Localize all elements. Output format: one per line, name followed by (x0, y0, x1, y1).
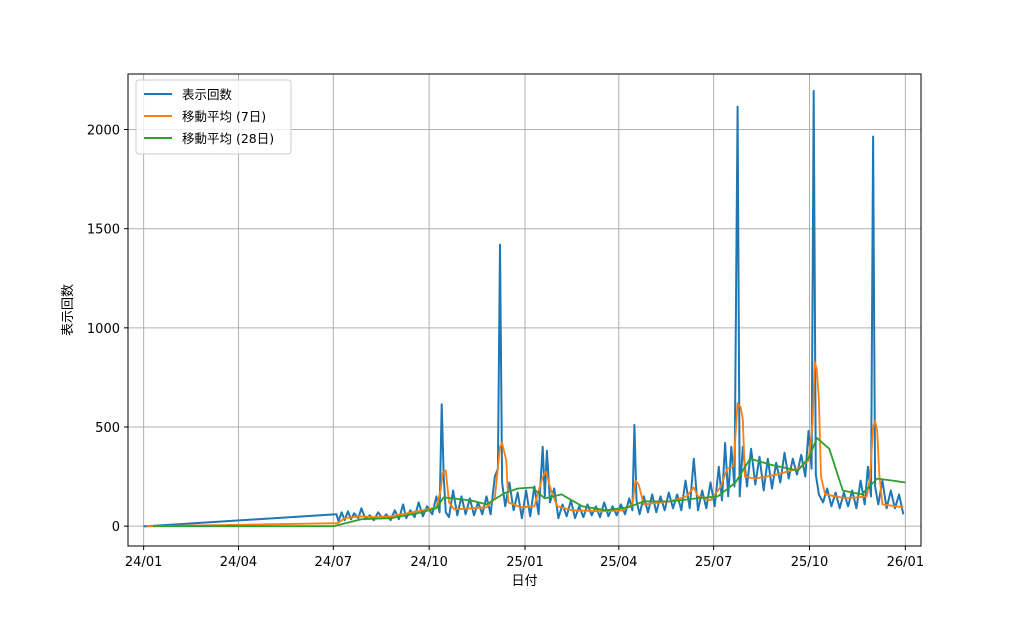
x-tick-label: 24/04 (220, 555, 257, 570)
y-tick-label: 0 (112, 520, 120, 535)
legend-label: 移動平均 (28日) (182, 131, 274, 146)
legend-box (135, 79, 292, 155)
legend-entry: 移動平均 (28日) (144, 131, 274, 146)
x-tick-label: 25/10 (791, 555, 828, 570)
y-tick-label: 1000 (87, 322, 120, 337)
x-tick-label: 24/01 (125, 555, 162, 570)
x-tick-label: 25/07 (695, 555, 732, 570)
series-line-1 (146, 360, 904, 528)
grid (128, 74, 921, 546)
y-tick-label: 2000 (87, 124, 120, 139)
legend-entry: 移動平均 (7日) (144, 109, 266, 124)
x-tick-label: 24/07 (315, 555, 352, 570)
legend-label: 表示回数 (182, 87, 233, 102)
x-tick-label: 26/01 (887, 555, 924, 570)
series-line-0 (143, 89, 905, 528)
y-axis-label: 表示回数 (61, 284, 76, 336)
y-tick-label: 1500 (87, 223, 120, 238)
plot-frame (127, 73, 922, 547)
legend-label: 移動平均 (7日) (182, 109, 266, 124)
y-tick-label: 500 (95, 421, 120, 436)
series-lines (143, 89, 906, 528)
series-line-2 (153, 437, 906, 528)
x-tick-label: 25/01 (506, 555, 543, 570)
axis-ticks: 24/01 24/04 24/07 24/10 25/01 25/04 25/07 25/10… (87, 124, 924, 570)
x-tick-label: 24/10 (410, 555, 447, 570)
legend-entry: 表示回数 (144, 87, 233, 102)
x-tick-label: 25/04 (600, 555, 637, 570)
x-axis-label: 日付 (511, 574, 537, 589)
